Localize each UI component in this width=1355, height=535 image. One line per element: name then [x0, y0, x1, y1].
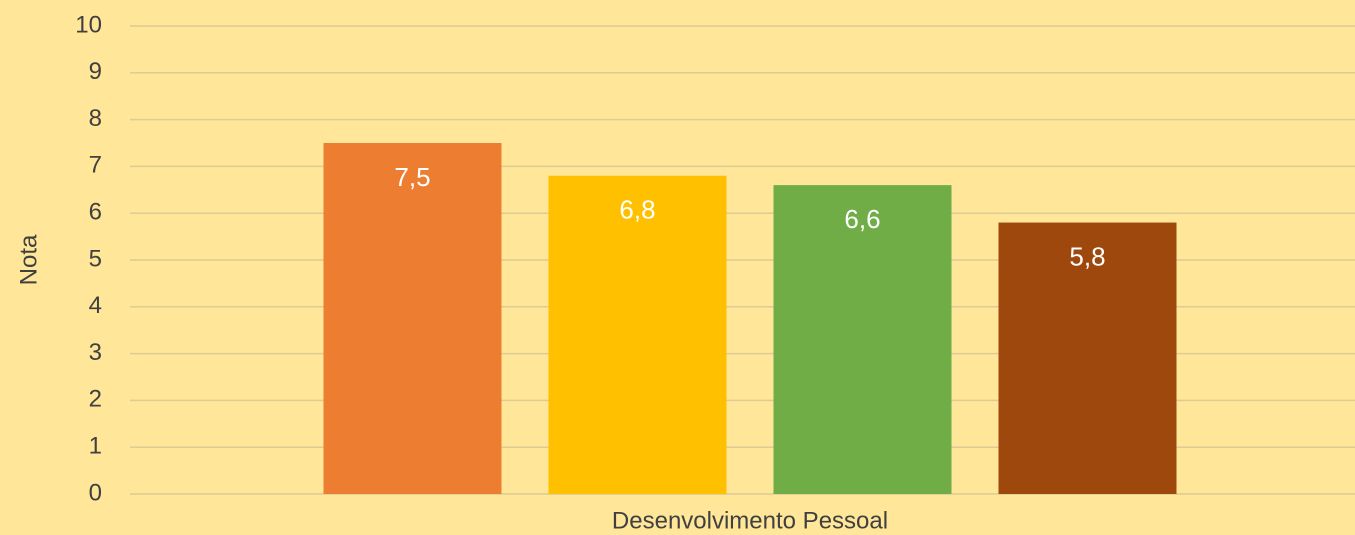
- y-tick-label: 7: [89, 152, 102, 179]
- x-tick-label: Desenvolvimento Pessoal: [612, 507, 888, 534]
- y-tick-label: 1: [89, 433, 102, 460]
- y-tick-label: 2: [89, 386, 102, 413]
- bar: [773, 185, 952, 494]
- y-tick-label: 8: [89, 105, 102, 132]
- bar: [323, 143, 502, 494]
- y-tick-label: 3: [89, 339, 102, 366]
- y-tick-label: 5: [89, 245, 102, 272]
- bar: [548, 175, 727, 494]
- y-tick-label: 4: [89, 292, 102, 319]
- y-tick-label: 9: [89, 58, 102, 85]
- y-tick-label: 6: [89, 199, 102, 226]
- bar: [998, 222, 1177, 494]
- y-tick-label: 0: [89, 479, 102, 506]
- y-tick-label: 10: [75, 11, 102, 38]
- y-axis-title: Nota: [15, 234, 42, 285]
- data-label: 7,5: [394, 162, 430, 192]
- data-label: 6,8: [619, 195, 655, 225]
- data-label: 6,6: [844, 204, 880, 234]
- data-label: 5,8: [1069, 241, 1105, 271]
